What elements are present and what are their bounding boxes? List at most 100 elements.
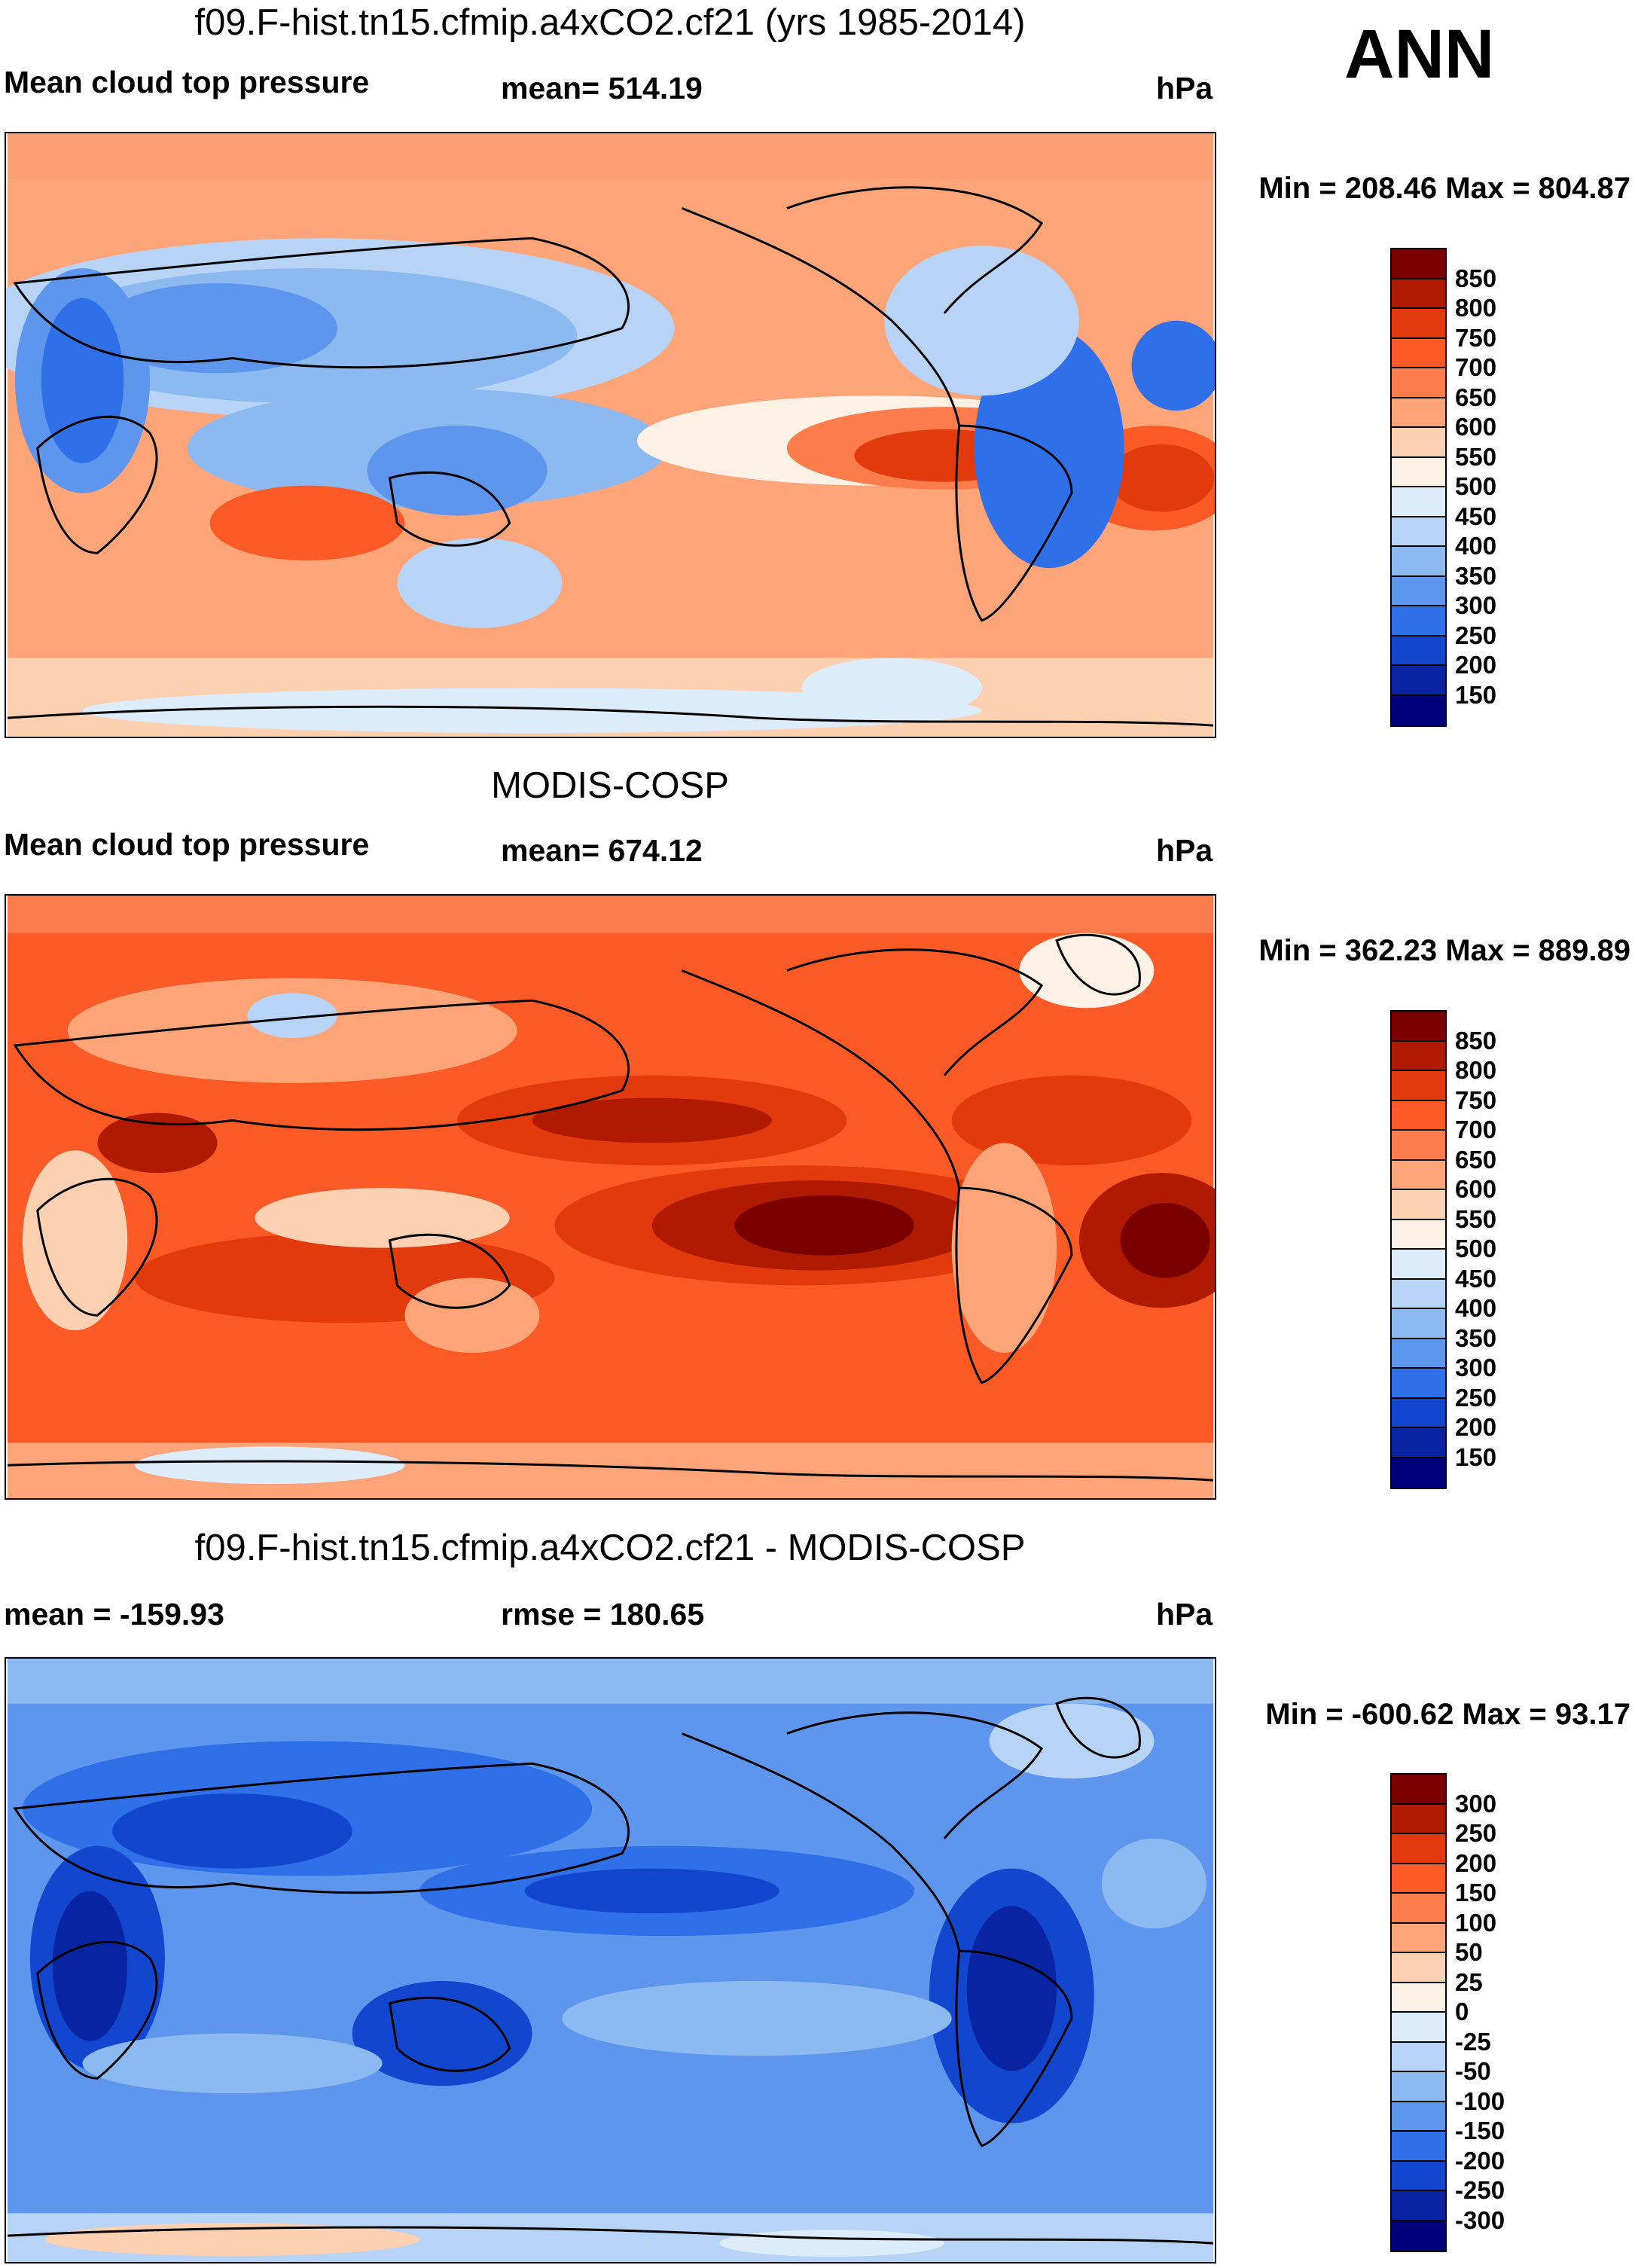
colorbar-swatch bbox=[1392, 636, 1445, 666]
colorbar-swatch bbox=[1392, 1923, 1445, 1953]
colorbar-label: 300 bbox=[1455, 1789, 1497, 1818]
colorbar-swatch bbox=[1392, 1279, 1445, 1309]
colorbar-label: 500 bbox=[1455, 472, 1497, 500]
colorbar-label: 500 bbox=[1455, 1235, 1497, 1262]
panel-units-label: hPa bbox=[1156, 833, 1213, 868]
map-contours bbox=[7, 1659, 1214, 2262]
colorbar bbox=[1390, 1773, 1447, 2252]
colorbar-swatch bbox=[1392, 1309, 1445, 1339]
colorbar-swatch bbox=[1392, 1219, 1445, 1250]
colorbar-label: 400 bbox=[1455, 1294, 1497, 1322]
colorbar bbox=[1390, 1010, 1447, 1489]
colorbar-swatch bbox=[1392, 1250, 1445, 1280]
colorbar-label: 750 bbox=[1455, 1085, 1497, 1114]
colorbar-label: 0 bbox=[1455, 1998, 1469, 2025]
panel-variable-label: Mean cloud top pressure bbox=[4, 827, 370, 862]
map-contours bbox=[6, 133, 1215, 737]
colorbar-swatch bbox=[1392, 2161, 1445, 2191]
colorbar-swatch bbox=[1392, 457, 1445, 487]
colorbar-swatch bbox=[1392, 576, 1445, 606]
panel-title: f09.F-hist.tn15.cfmip.a4xCO2.cf21 - MODI… bbox=[194, 1528, 1026, 1568]
colorbar-label: 850 bbox=[1455, 1026, 1497, 1055]
colorbar-swatch bbox=[1392, 606, 1445, 636]
panel-variable-label: Mean cloud top pressure bbox=[4, 65, 370, 99]
colorbar-swatch bbox=[1392, 1953, 1445, 1983]
colorbar-swatch bbox=[1392, 309, 1445, 339]
colorbar-label: 600 bbox=[1455, 1175, 1497, 1203]
colorbar-swatch bbox=[1392, 1983, 1445, 2013]
colorbar-swatch bbox=[1392, 1041, 1445, 1071]
colorbar-label: -300 bbox=[1455, 2205, 1505, 2234]
colorbar-swatch bbox=[1392, 1834, 1445, 1864]
colorbar-label: -250 bbox=[1455, 2176, 1505, 2204]
map-test bbox=[5, 132, 1216, 738]
panel-minmax-label: Min = 362.23 Max = 889.89 bbox=[1258, 934, 1630, 967]
map-obs bbox=[5, 894, 1216, 1500]
colorbar-swatch bbox=[1392, 2191, 1445, 2221]
colorbar-label: 25 bbox=[1455, 1967, 1483, 1996]
map-diff bbox=[5, 1657, 1216, 2263]
colorbar-label: 450 bbox=[1455, 502, 1497, 530]
season-label: ANN bbox=[1344, 16, 1495, 93]
colorbar-label: 200 bbox=[1455, 651, 1497, 679]
colorbar-label: 200 bbox=[1455, 1848, 1497, 1877]
colorbar-swatch bbox=[1392, 666, 1445, 696]
colorbar-label: 350 bbox=[1455, 561, 1497, 590]
colorbar-swatch bbox=[1392, 1369, 1445, 1399]
panel-title: MODIS-COSP bbox=[491, 765, 729, 806]
colorbar-label: -100 bbox=[1455, 2086, 1505, 2115]
panel-minmax-label: Min = 208.46 Max = 804.87 bbox=[1258, 172, 1630, 205]
colorbar-swatch bbox=[1392, 517, 1445, 547]
colorbar-label: 150 bbox=[1455, 1442, 1497, 1471]
colorbar-swatch bbox=[1392, 1100, 1445, 1131]
colorbar-swatch bbox=[1392, 487, 1445, 517]
colorbar-label: 200 bbox=[1455, 1413, 1497, 1441]
colorbar-label: 600 bbox=[1455, 413, 1497, 441]
colorbar-label: 250 bbox=[1455, 1819, 1497, 1847]
map-contours bbox=[7, 896, 1215, 1498]
colorbar-swatch bbox=[1392, 1071, 1445, 1101]
colorbar-label: 800 bbox=[1455, 294, 1497, 322]
colorbar-swatch bbox=[1392, 2102, 1445, 2132]
colorbar-label: 550 bbox=[1455, 442, 1497, 471]
panel-mean-label: mean= 514.19 bbox=[501, 71, 703, 105]
colorbar-swatch bbox=[1392, 547, 1445, 577]
panel-mean-label: mean= 674.12 bbox=[501, 833, 703, 868]
colorbar-swatch bbox=[1392, 398, 1445, 428]
colorbar-label: 650 bbox=[1455, 383, 1497, 411]
colorbar-swatch bbox=[1392, 2042, 1445, 2072]
colorbar-label: 550 bbox=[1455, 1204, 1497, 1233]
colorbar-swatch bbox=[1392, 1458, 1445, 1488]
colorbar-label: 400 bbox=[1455, 532, 1497, 560]
colorbar-label: -150 bbox=[1455, 2117, 1505, 2144]
panel-minmax-label: Min = -600.62 Max = 93.17 bbox=[1265, 1698, 1630, 1731]
colorbar-swatch bbox=[1392, 428, 1445, 458]
colorbar-swatch bbox=[1392, 1864, 1445, 1894]
panel-units-label: hPa bbox=[1156, 1597, 1213, 1632]
colorbar-label: 700 bbox=[1455, 1116, 1497, 1143]
colorbar-swatch bbox=[1392, 2132, 1445, 2162]
colorbar-label: 650 bbox=[1455, 1145, 1497, 1174]
colorbar-swatch bbox=[1392, 1398, 1445, 1428]
colorbar-label: 850 bbox=[1455, 264, 1497, 292]
colorbar-label: 800 bbox=[1455, 1056, 1497, 1084]
panel-units-label: hPa bbox=[1156, 71, 1213, 105]
colorbar-swatch bbox=[1392, 1160, 1445, 1190]
colorbar-label: 150 bbox=[1455, 680, 1497, 709]
colorbar-swatch bbox=[1392, 368, 1445, 398]
colorbar-swatch bbox=[1392, 1012, 1445, 1042]
colorbar-label: 250 bbox=[1455, 1383, 1497, 1412]
colorbar-swatch bbox=[1392, 2013, 1445, 2043]
colorbar-label: 350 bbox=[1455, 1323, 1497, 1352]
colorbar-swatch bbox=[1392, 249, 1445, 279]
colorbar-label: 300 bbox=[1455, 591, 1497, 619]
colorbar-swatch bbox=[1392, 1339, 1445, 1369]
colorbar-swatch bbox=[1392, 338, 1445, 368]
colorbar-label: -25 bbox=[1455, 2027, 1491, 2056]
colorbar-swatch bbox=[1392, 1804, 1445, 1834]
panel-title: f09.F-hist.tn15.cfmip.a4xCO2.cf21 (yrs 1… bbox=[194, 2, 1026, 43]
colorbar-swatch bbox=[1392, 1131, 1445, 1161]
colorbar-label: -50 bbox=[1455, 2057, 1491, 2085]
colorbar-label: 100 bbox=[1455, 1908, 1497, 1937]
colorbar-swatch bbox=[1392, 2072, 1445, 2102]
